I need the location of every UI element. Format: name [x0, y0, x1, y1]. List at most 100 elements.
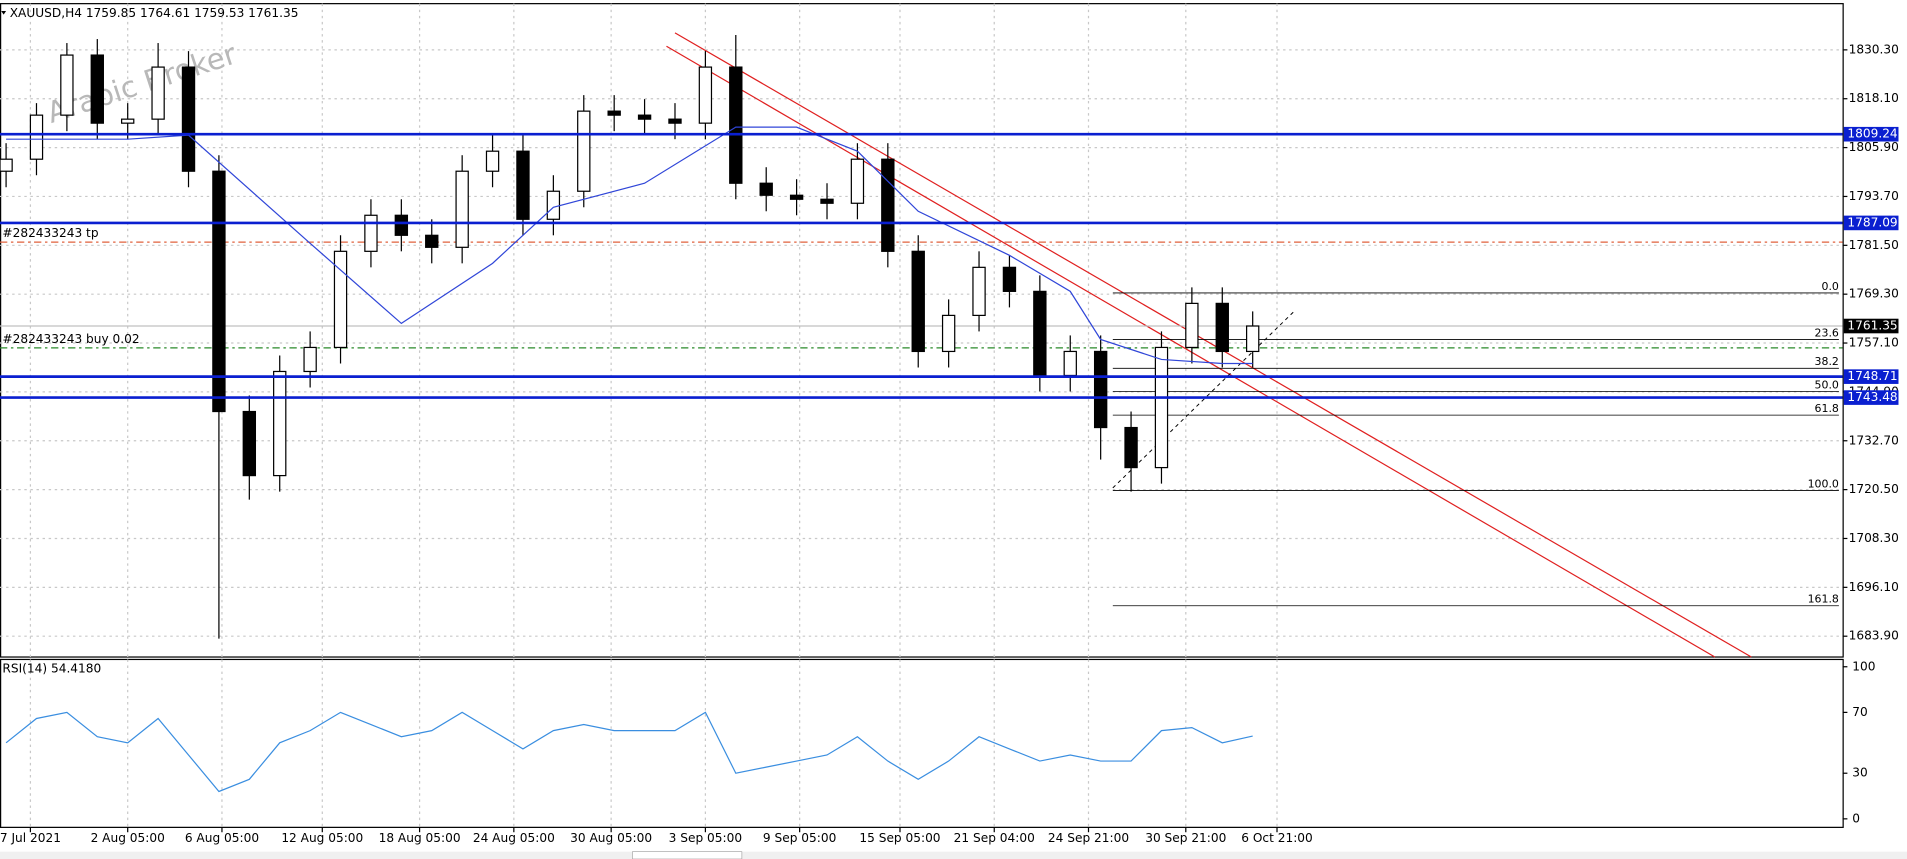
candle-body [1033, 290, 1047, 377]
candle-body [972, 266, 986, 317]
y-tick-label: 100 [1852, 659, 1875, 673]
candle-body [850, 158, 865, 204]
y-tick-label: 30 [1852, 766, 1867, 780]
price-tag [1843, 318, 1899, 334]
price-label: 1761.35 [1847, 319, 1897, 333]
candle-body [516, 150, 530, 220]
order-label: #282433243 tp [2, 226, 98, 240]
y-tick-label: 1830.30 [1849, 42, 1899, 56]
candle-body [789, 194, 804, 200]
x-tick-label: 30 Sep 21:00 [1145, 831, 1226, 845]
candle-body [1245, 325, 1260, 353]
trendline [674, 32, 1752, 658]
candle-body [303, 346, 317, 373]
level-tag [1843, 390, 1899, 405]
fib-label: 161.8 [1808, 593, 1839, 606]
trendline [666, 45, 1716, 658]
y-tick-label: 1732.70 [1849, 433, 1899, 447]
candle-body [1093, 350, 1108, 429]
candle-body [394, 214, 409, 236]
x-tick-label: 12 Aug 05:00 [281, 831, 363, 845]
y-tick-label: 1805.90 [1849, 140, 1899, 154]
y-tick-label: 1720.50 [1849, 482, 1899, 496]
candle-body [364, 214, 378, 252]
candle-body [698, 66, 713, 124]
x-tick-label: 6 Oct 21:00 [1241, 831, 1313, 845]
main-panel [0, 3, 1844, 658]
level-tag [1843, 126, 1899, 142]
level-tag [1843, 215, 1899, 231]
fib-label: 50.0 [1815, 378, 1839, 391]
x-tick-label: 18 Aug 05:00 [379, 831, 461, 845]
candle-body [1215, 302, 1229, 353]
candle-body [607, 110, 621, 116]
chart-title: XAUUSD,H4 1759.85 1764.61 1759.53 1761.3… [10, 6, 299, 20]
x-tick-label: 21 Sep 04:00 [954, 831, 1035, 845]
candle-body [911, 250, 925, 353]
candle-body [729, 66, 743, 184]
candle-body [455, 170, 469, 248]
level-label: 1748.71 [1847, 369, 1897, 383]
rsi-panel [0, 658, 1844, 828]
moving-average [6, 126, 1253, 365]
y-tick-label: 1683.90 [1849, 629, 1899, 643]
candle-body [546, 190, 561, 220]
candle-body [273, 370, 287, 477]
x-tick-label: 6 Aug 05:00 [185, 831, 259, 845]
y-tick-label: 1793.70 [1849, 189, 1899, 203]
fib-anchor-line [1112, 309, 1296, 489]
fib-label: 0.0 [1821, 280, 1838, 293]
candle-body [121, 118, 135, 124]
bottom-bar [0, 851, 1907, 859]
y-tick-label: 1696.10 [1849, 580, 1899, 594]
level-label: 1787.09 [1847, 215, 1897, 229]
level-label: 1743.48 [1847, 390, 1897, 404]
level-label: 1809.24 [1847, 127, 1898, 141]
candle-body [668, 118, 682, 124]
x-tick-label: 24 Aug 05:00 [473, 831, 555, 845]
candle-body [759, 182, 773, 196]
x-tick-label: 9 Sep 05:00 [763, 831, 836, 845]
y-tick-label: 70 [1852, 705, 1867, 719]
x-tick-label: 7 Jul 2021 [0, 831, 61, 845]
rsi-title: RSI(14) 54.4180 [2, 662, 101, 676]
fib-label: 23.6 [1815, 326, 1839, 339]
y-tick-label: 1818.10 [1849, 91, 1899, 105]
fib-label: 38.2 [1815, 355, 1839, 368]
candle-body [1124, 426, 1138, 469]
candle-body [0, 158, 13, 172]
y-tick-label: 1708.30 [1849, 531, 1899, 545]
candle-body [425, 234, 439, 248]
candle-body [151, 66, 165, 120]
y-tick-label: 1757.10 [1849, 336, 1899, 350]
candle-body [1154, 346, 1169, 469]
fib-label: 100.0 [1808, 477, 1839, 490]
y-tick-label: 0 [1852, 811, 1860, 825]
candle-body [577, 110, 591, 192]
y-tick-label: 1769.30 [1849, 287, 1899, 301]
x-tick-label: 2 Aug 05:00 [91, 831, 165, 845]
x-tick-label: 24 Sep 21:00 [1048, 831, 1129, 845]
candle-body [181, 66, 196, 172]
x-tick-label: 30 Aug 05:00 [570, 831, 652, 845]
y-tick-label: 1781.50 [1849, 238, 1899, 252]
candle-body [212, 170, 226, 413]
candle-body [1185, 302, 1199, 349]
candle-body [637, 114, 652, 120]
candle-body [333, 250, 348, 349]
candle-body [881, 158, 895, 252]
candle-body [485, 150, 500, 172]
candle-body [29, 114, 44, 160]
menu-arrow[interactable] [1, 10, 7, 15]
x-tick-label: 3 Sep 05:00 [669, 831, 742, 845]
candle-body [60, 54, 74, 116]
level-tag [1843, 369, 1899, 384]
candle-body [820, 198, 834, 204]
candle-body [1002, 266, 1017, 292]
fib-label: 61.8 [1815, 402, 1839, 415]
candle-body [90, 54, 104, 124]
order-label: #282433243 buy 0.02 [2, 332, 139, 346]
candle-body [1063, 350, 1077, 377]
